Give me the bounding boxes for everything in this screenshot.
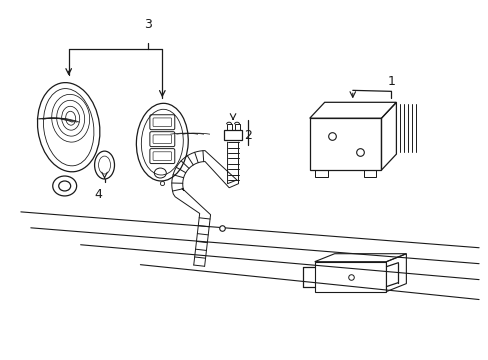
Text: 2: 2 bbox=[244, 129, 251, 142]
Text: 1: 1 bbox=[386, 75, 395, 88]
Text: 3: 3 bbox=[144, 18, 152, 31]
Text: 4: 4 bbox=[95, 188, 102, 201]
